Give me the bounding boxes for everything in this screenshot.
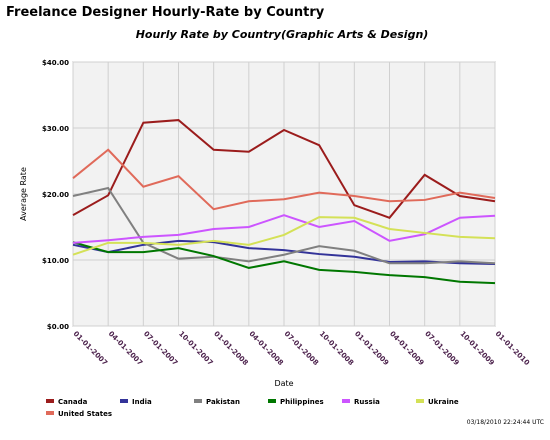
x-tick-label: 10-01-2008 bbox=[318, 330, 355, 367]
x-tick-label: 04-01-2009 bbox=[388, 330, 425, 367]
series-line bbox=[72, 216, 496, 256]
legend-swatch bbox=[194, 399, 202, 403]
y-axis-label: Average Rate bbox=[19, 167, 28, 221]
y-tick-label: $10.00 bbox=[42, 257, 69, 265]
page-title: Freelance Designer Hourly-Rate by Countr… bbox=[6, 5, 325, 20]
y-tick-label: $0.00 bbox=[47, 323, 69, 331]
legend-label: United States bbox=[58, 410, 112, 418]
legend-label: Pakistan bbox=[206, 398, 240, 406]
series-line bbox=[72, 214, 496, 244]
legend-swatch bbox=[46, 399, 54, 403]
series-line bbox=[72, 239, 496, 265]
chart-title: Hourly Rate by Country(Graphic Arts & De… bbox=[136, 28, 429, 41]
x-tick-label: 04-01-2007 bbox=[107, 330, 144, 367]
x-axis-label: Date bbox=[274, 379, 293, 388]
series-line bbox=[72, 241, 496, 285]
x-tick-label: 01-01-2009 bbox=[353, 330, 390, 367]
x-tick-label: 04-01-2008 bbox=[247, 330, 284, 367]
legend-swatch bbox=[268, 399, 276, 403]
y-tick-label: $20.00 bbox=[42, 191, 69, 199]
x-tick-label: 07-01-2008 bbox=[283, 330, 320, 367]
legend-swatch bbox=[416, 399, 424, 403]
footer: 03/18/2010 22:24:44 UTC bbox=[467, 419, 544, 426]
legend-label: Russia bbox=[354, 398, 380, 406]
x-tick-label: 07-01-2009 bbox=[423, 330, 460, 367]
legend-swatch bbox=[120, 399, 128, 403]
x-tick-label: 01-01-2008 bbox=[212, 330, 249, 367]
y-tick-label: $40.00 bbox=[42, 59, 69, 67]
legend-label: Philippines bbox=[280, 398, 324, 406]
x-tick-label: 10-01-2007 bbox=[177, 330, 214, 367]
x-tick-label: 07-01-2007 bbox=[142, 330, 179, 367]
x-tick-label: 10-01-2009 bbox=[458, 330, 495, 367]
legend-label: India bbox=[132, 398, 152, 406]
series-line bbox=[72, 119, 496, 219]
series-line bbox=[72, 148, 496, 211]
x-tick-label: 01-01-2007 bbox=[72, 330, 109, 367]
x-tick-label: 01-01-2010 bbox=[494, 330, 531, 367]
legend-swatch bbox=[46, 411, 54, 415]
legend-swatch bbox=[342, 399, 350, 403]
y-tick-label: $30.00 bbox=[42, 125, 69, 133]
legend-label: Canada bbox=[58, 398, 88, 406]
legend-label: Ukraine bbox=[428, 398, 459, 406]
